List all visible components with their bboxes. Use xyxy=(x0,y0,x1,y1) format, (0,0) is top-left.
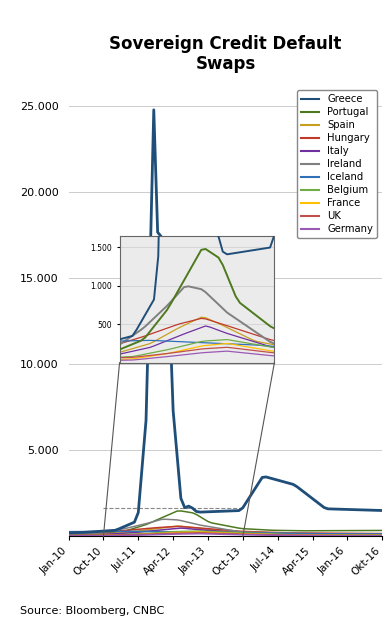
Title: Sovereign Credit Default
Swaps: Sovereign Credit Default Swaps xyxy=(109,35,341,74)
Text: Source: Bloomberg, CNBC: Source: Bloomberg, CNBC xyxy=(20,606,164,616)
Legend: Greece, Portugal, Spain, Hungary, Italy, Ireland, Iceland, Belgium, France, UK, : Greece, Portugal, Spain, Hungary, Italy,… xyxy=(297,90,377,238)
